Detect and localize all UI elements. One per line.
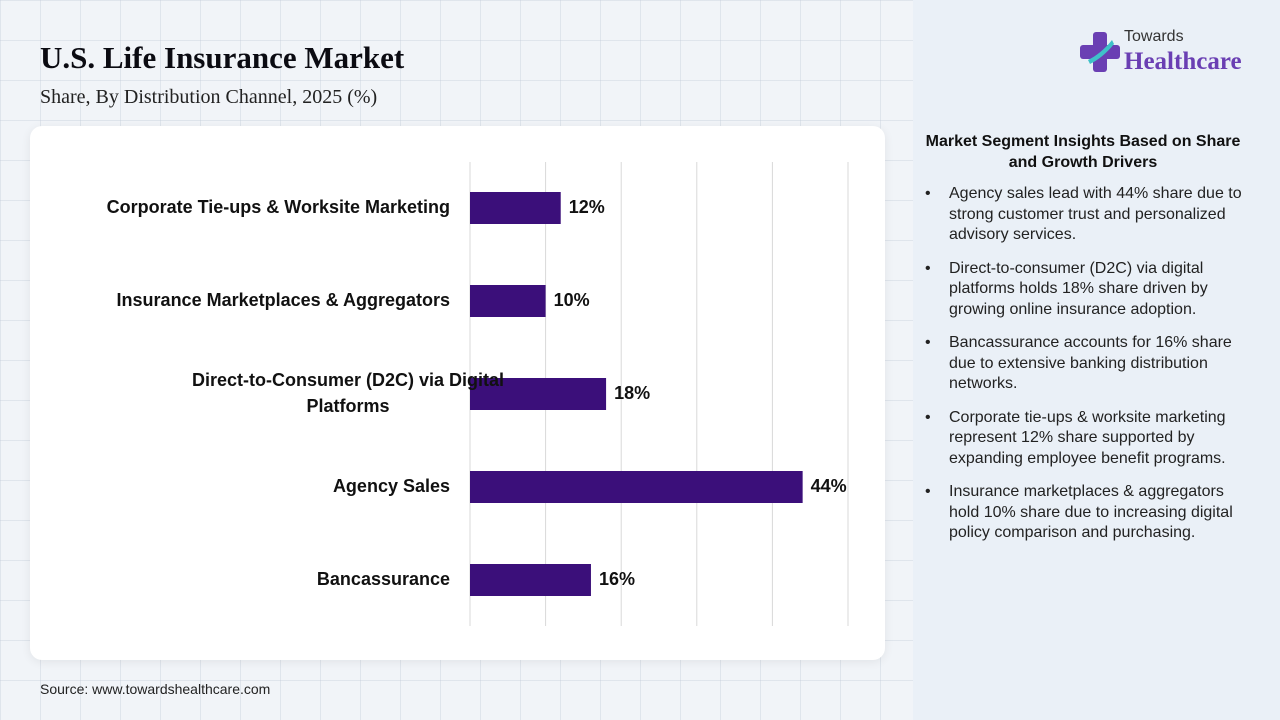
insight-item: Direct-to-consumer (D2C) via digital pla… [920, 259, 1250, 321]
category-label: Bancassurance [317, 569, 450, 589]
insight-item: Insurance marketplaces & aggregators hol… [920, 482, 1250, 544]
bar [470, 471, 803, 503]
bar [470, 192, 561, 224]
insights-title: Market Segment Insights Based on Share a… [925, 133, 1241, 171]
category-label: Insurance Marketplaces & Aggregators [117, 290, 450, 310]
insight-item: Agency sales lead with 44% share due to … [920, 184, 1250, 246]
category-label: Direct-to-Consumer (D2C) via Digital Plat… [192, 370, 504, 416]
chart-card: 12% Corporate Tie-ups & Worksite Marketin… [30, 126, 885, 660]
data-label: 44% [811, 476, 847, 496]
bar-chart: 12% Corporate Tie-ups & Worksite Marketin… [107, 162, 849, 626]
medical-cross-icon [1080, 32, 1120, 72]
source-note: Source: www.towardshealthcare.com [40, 681, 271, 697]
logo-text-top: Towards [1124, 28, 1184, 45]
data-label: 16% [599, 569, 635, 589]
insight-item: Corporate tie-ups & worksite marketing r… [920, 408, 1250, 470]
bar [470, 378, 607, 410]
brand-logo: Towards Healthcare [1080, 28, 1255, 78]
page-title: U.S. Life Insurance Market [40, 40, 405, 75]
logo-text-main: Healthcare [1124, 48, 1242, 75]
data-label: 10% [554, 290, 590, 310]
data-label: 12% [569, 197, 605, 217]
page-subtitle: Share, By Distribution Channel, 2025 (%) [40, 86, 378, 108]
category-label: Corporate Tie-ups & Worksite Marketing [107, 197, 450, 217]
insights-list: Agency sales lead with 44% share due to … [920, 184, 1250, 557]
bar [470, 285, 546, 317]
data-label: 18% [614, 383, 650, 403]
category-label: Agency Sales [333, 476, 450, 496]
bar [470, 564, 591, 596]
insight-item: Bancassurance accounts for 16% share due… [920, 333, 1250, 395]
